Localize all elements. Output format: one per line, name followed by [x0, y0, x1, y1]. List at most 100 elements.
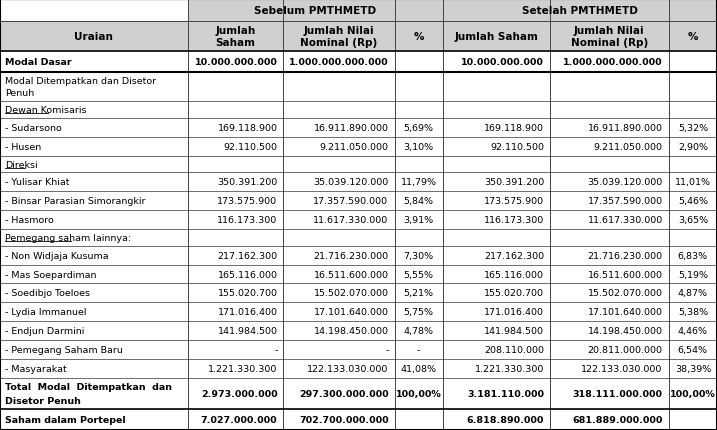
Text: 3.181.110.000: 3.181.110.000 [467, 389, 544, 398]
Text: 6.818.890.000: 6.818.890.000 [467, 415, 544, 424]
Text: 100,00%: 100,00% [396, 389, 442, 398]
Text: 5,19%: 5,19% [678, 270, 708, 279]
Text: 5,69%: 5,69% [404, 124, 434, 132]
Text: - Yulisar Khiat: - Yulisar Khiat [5, 178, 70, 187]
Text: 350.391.200: 350.391.200 [484, 178, 544, 187]
Text: 16.911.890.000: 16.911.890.000 [313, 124, 389, 132]
Text: - Soedibjo Toeloes: - Soedibjo Toeloes [5, 289, 90, 298]
Text: 11.617.330.000: 11.617.330.000 [313, 215, 389, 224]
Text: 100,00%: 100,00% [670, 389, 716, 398]
Text: - Husen: - Husen [5, 142, 42, 151]
Text: - Non Widjaja Kusuma: - Non Widjaja Kusuma [5, 251, 108, 260]
Text: 17.101.640.000: 17.101.640.000 [588, 307, 663, 316]
Bar [443, 0, 717, 22]
Text: 9.211.050.000: 9.211.050.000 [594, 142, 663, 151]
Text: 10.000.000.000: 10.000.000.000 [461, 58, 544, 67]
Text: 318.111.000.000: 318.111.000.000 [573, 389, 663, 398]
Text: -: - [274, 345, 277, 354]
Text: Uraian: Uraian [75, 32, 113, 42]
Text: %: % [414, 32, 424, 42]
Text: 35.039.120.000: 35.039.120.000 [587, 178, 663, 187]
Text: 11.617.330.000: 11.617.330.000 [587, 215, 663, 224]
Text: 21.716.230.000: 21.716.230.000 [588, 251, 663, 260]
Text: 122.133.030.000: 122.133.030.000 [581, 364, 663, 373]
Text: 3,10%: 3,10% [404, 142, 434, 151]
Text: Pemegang saham lainnya:: Pemegang saham lainnya: [5, 233, 131, 242]
Text: 2,90%: 2,90% [678, 142, 708, 151]
Text: 681.889.000.000: 681.889.000.000 [572, 415, 663, 424]
Text: 171.016.400: 171.016.400 [217, 307, 277, 316]
Text: 6,83%: 6,83% [678, 251, 708, 260]
Text: 17.101.640.000: 17.101.640.000 [313, 307, 389, 316]
Text: 1.221.330.300: 1.221.330.300 [208, 364, 277, 373]
Text: Disetor Penuh: Disetor Penuh [5, 396, 81, 405]
Text: 11,79%: 11,79% [401, 178, 437, 187]
Text: Jumlah Saham: Jumlah Saham [455, 32, 538, 42]
Text: 173.575.900: 173.575.900 [217, 197, 277, 206]
Text: -: - [417, 345, 420, 354]
Text: Jumlah
Saham: Jumlah Saham [215, 26, 256, 48]
Text: 7,30%: 7,30% [404, 251, 434, 260]
Text: 165.116.000: 165.116.000 [484, 270, 544, 279]
Text: 16.911.890.000: 16.911.890.000 [588, 124, 663, 132]
Text: 15.502.070.000: 15.502.070.000 [313, 289, 389, 298]
Text: 141.984.500: 141.984.500 [217, 326, 277, 335]
Text: 3,65%: 3,65% [678, 215, 708, 224]
Text: 41,08%: 41,08% [401, 364, 437, 373]
Text: 6,54%: 6,54% [678, 345, 708, 354]
Text: Total  Modal  Ditempatkan  dan: Total Modal Ditempatkan dan [5, 382, 172, 391]
Text: 14.198.450.000: 14.198.450.000 [588, 326, 663, 335]
Text: 350.391.200: 350.391.200 [217, 178, 277, 187]
Text: 4,87%: 4,87% [678, 289, 708, 298]
Text: 141.984.500: 141.984.500 [484, 326, 544, 335]
Text: Jumlah Nilai
Nominal (Rp): Jumlah Nilai Nominal (Rp) [300, 26, 378, 48]
Text: Sebelum PMTHMETD: Sebelum PMTHMETD [254, 6, 376, 16]
Text: 92.110.500: 92.110.500 [490, 142, 544, 151]
Bar [188, 0, 443, 22]
Text: - Hasmoro: - Hasmoro [5, 215, 54, 224]
Text: 5,84%: 5,84% [404, 197, 434, 206]
Text: 217.162.300: 217.162.300 [217, 251, 277, 260]
Text: 155.020.700: 155.020.700 [484, 289, 544, 298]
Text: 297.300.000.000: 297.300.000.000 [299, 389, 389, 398]
Text: 35.039.120.000: 35.039.120.000 [313, 178, 389, 187]
Text: 3,91%: 3,91% [404, 215, 434, 224]
Text: 116.173.300: 116.173.300 [484, 215, 544, 224]
Text: 2.973.000.000: 2.973.000.000 [201, 389, 277, 398]
Text: 1.000.000.000.000: 1.000.000.000.000 [289, 58, 389, 67]
Text: 1.221.330.300: 1.221.330.300 [475, 364, 544, 373]
Text: 14.198.450.000: 14.198.450.000 [313, 326, 389, 335]
Text: 5,75%: 5,75% [404, 307, 434, 316]
Text: 5,55%: 5,55% [404, 270, 434, 279]
Text: 5,38%: 5,38% [678, 307, 708, 316]
Text: 702.700.000.000: 702.700.000.000 [299, 415, 389, 424]
Text: - Sudarsono: - Sudarsono [5, 124, 62, 132]
Text: 7.027.000.000: 7.027.000.000 [201, 415, 277, 424]
Text: Dewan Komisaris: Dewan Komisaris [5, 106, 87, 115]
Text: 10.000.000.000: 10.000.000.000 [194, 58, 277, 67]
Text: Saham dalam Portepel: Saham dalam Portepel [5, 415, 125, 424]
Text: 173.575.900: 173.575.900 [484, 197, 544, 206]
Text: -: - [385, 345, 389, 354]
Text: Jumlah Nilai
Nominal (Rp): Jumlah Nilai Nominal (Rp) [571, 26, 648, 48]
Text: 38,39%: 38,39% [675, 364, 711, 373]
Text: Setelah PMTHMETD: Setelah PMTHMETD [522, 6, 638, 16]
Text: 21.716.230.000: 21.716.230.000 [313, 251, 389, 260]
Text: 15.502.070.000: 15.502.070.000 [588, 289, 663, 298]
Text: 20.811.000.000: 20.811.000.000 [588, 345, 663, 354]
Text: 165.116.000: 165.116.000 [217, 270, 277, 279]
Text: 208.110.000: 208.110.000 [484, 345, 544, 354]
Text: 16.511.600.000: 16.511.600.000 [313, 270, 389, 279]
Text: Modal Dasar: Modal Dasar [5, 58, 72, 67]
Text: 9.211.050.000: 9.211.050.000 [320, 142, 389, 151]
Text: 17.357.590.000: 17.357.590.000 [313, 197, 389, 206]
Text: %: % [688, 32, 698, 42]
Text: Modal Ditempatkan dan Disetor: Modal Ditempatkan dan Disetor [5, 77, 156, 86]
Text: 92.110.500: 92.110.500 [224, 142, 277, 151]
Text: 169.118.900: 169.118.900 [484, 124, 544, 132]
Text: 11,01%: 11,01% [675, 178, 711, 187]
Bar [0, 22, 717, 52]
Text: - Mas Soepardiman: - Mas Soepardiman [5, 270, 97, 279]
Text: 5,21%: 5,21% [404, 289, 434, 298]
Text: - Pemegang Saham Baru: - Pemegang Saham Baru [5, 345, 123, 354]
